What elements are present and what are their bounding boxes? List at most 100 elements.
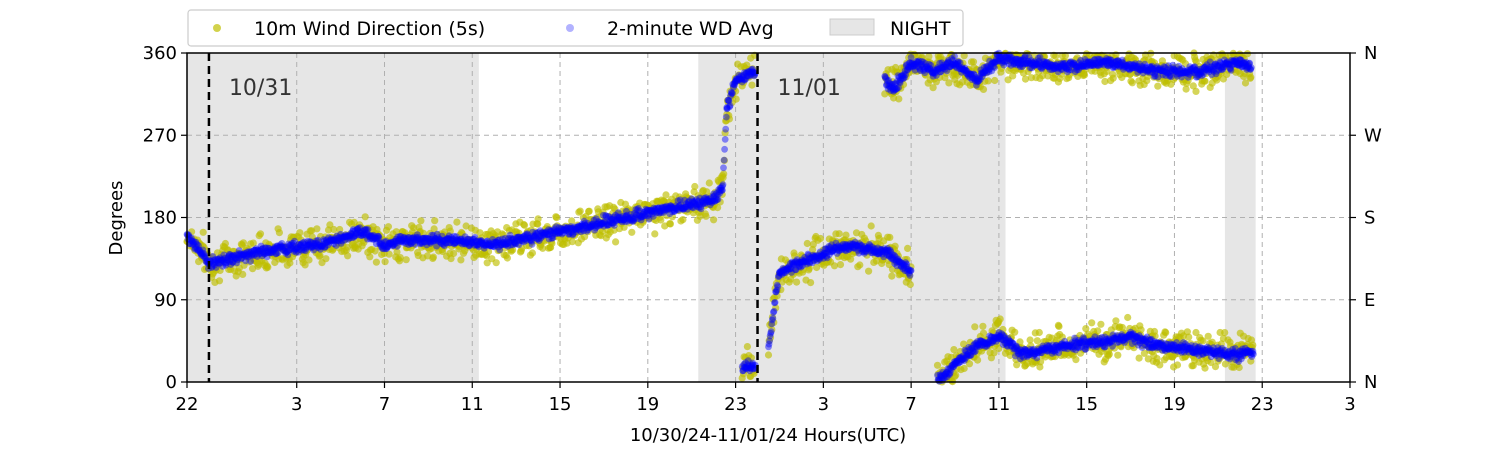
- series-0-point-327: [396, 254, 404, 262]
- series-0-point-225: [330, 225, 338, 234]
- series-0-point-740: [666, 220, 675, 228]
- series-0: [183, 49, 1257, 386]
- series-0-point-25: [199, 228, 207, 236]
- y-tick-label-2: 180: [143, 208, 177, 229]
- series-0-point-533: [531, 228, 539, 236]
- series-0-point-879: [743, 343, 752, 351]
- x-tick-label-11: 19: [1163, 394, 1186, 415]
- day-marker-label-1: 11/01: [778, 76, 841, 101]
- series-0-point-2026: [1162, 329, 1170, 337]
- series-0-point-2091: [1204, 332, 1212, 340]
- series-0-point-602: [576, 207, 584, 215]
- series-0-point-273: [361, 213, 369, 221]
- series-0-point-517: [520, 221, 529, 229]
- series-0-point-725: [657, 216, 665, 224]
- x-tick-label-7: 3: [818, 394, 829, 415]
- series-0-point-414: [453, 218, 461, 226]
- series-0-point-380: [431, 217, 439, 225]
- series-0-point-288: [371, 247, 379, 255]
- x-tick-label-4: 15: [549, 394, 572, 415]
- series-0-point-359: [417, 217, 425, 225]
- x-tick-label-0: 22: [176, 394, 199, 415]
- series-0-point-2116: [1221, 329, 1229, 337]
- series-0-point-1921: [1094, 327, 1102, 335]
- series-0-point-336: [402, 256, 410, 264]
- series-0-point-1745: [979, 322, 987, 330]
- x-tick-label-6: 23: [724, 394, 747, 415]
- series-1-point-986: [720, 156, 728, 164]
- series-0-point-1000: [835, 230, 843, 238]
- series-1-point-1076: [767, 328, 775, 335]
- series-0-point-1967: [1124, 313, 1132, 322]
- scatter-points: [183, 49, 1257, 386]
- series-1-point-332: [364, 226, 372, 233]
- series-0-point-280: [366, 253, 374, 261]
- series-0-point-224: [329, 245, 337, 253]
- series-0-point-2044: [1173, 361, 1182, 369]
- series-0-point-1110: [906, 280, 914, 289]
- series-0-point-993: [830, 262, 839, 270]
- series-0-point-971: [816, 234, 825, 243]
- series-0-point-304: [381, 258, 389, 266]
- series-1-point-985: [720, 164, 727, 172]
- series-0-point-1674: [1247, 73, 1255, 81]
- x-tick-label-5: 19: [636, 394, 659, 415]
- series-0-point-474: [492, 259, 500, 267]
- series-0-point-716: [651, 230, 659, 238]
- legend-avg-marker: [566, 24, 574, 32]
- x-tick-label-8: 7: [905, 394, 916, 415]
- series-0-point-460: [483, 259, 491, 267]
- y-right-tick-label-2: S: [1364, 208, 1375, 229]
- series-0-point-420: [457, 256, 465, 264]
- series-0-point-1265: [979, 85, 988, 93]
- series-0-point-1011: [842, 231, 850, 239]
- series-0-point-616: [585, 207, 593, 215]
- series-0-point-538: [534, 215, 542, 223]
- series-0-point-1050: [867, 222, 875, 230]
- series-0-point-158: [286, 259, 294, 267]
- x-tick-label-13: 3: [1344, 394, 1355, 415]
- series-0-point-1832: [1035, 328, 1043, 337]
- series-0-point-2159: [1249, 341, 1257, 349]
- series-0-point-1794: [1011, 328, 1019, 336]
- series-0-point-2138: [1235, 363, 1243, 372]
- legend: 10m Wind Direction (5s) 2-minute WD Avg …: [187, 9, 964, 47]
- y-tick-label-1: 90: [154, 290, 177, 311]
- series-0-point-102: [249, 239, 257, 247]
- y-right-tick-label-1: E: [1364, 290, 1375, 311]
- series-1-point-117: [247, 257, 255, 265]
- series-0-point-187: [305, 256, 313, 264]
- series-1-point-2018: [1247, 64, 1255, 71]
- series-0-point-251: [347, 232, 355, 240]
- series-0-point-86: [239, 270, 247, 278]
- series-1-point-2605: [1250, 350, 1257, 358]
- series-0-point-173: [296, 229, 304, 237]
- series-0-point-1939: [1105, 350, 1113, 358]
- series-1-point-1079: [769, 315, 777, 322]
- series-1-point-990: [722, 113, 730, 121]
- series-0-point-290: [372, 258, 380, 266]
- x-tick-label-9: 11: [987, 394, 1010, 415]
- series-0-point-310: [385, 250, 393, 258]
- series-0-point-322: [393, 248, 401, 256]
- series-0-point-1862: [1055, 322, 1063, 330]
- series-0-point-213: [322, 255, 330, 263]
- series-0-point-52: [217, 259, 225, 267]
- x-axis-title: 10/30/24-11/01/24 Hours(UTC): [630, 425, 906, 446]
- series-0-point-1134: [895, 95, 903, 103]
- series-1-point-998: [726, 102, 734, 109]
- series-0-point-1952: [1114, 351, 1122, 359]
- day-marker-label-0: 10/31: [229, 76, 292, 101]
- series-1-point-989: [722, 125, 730, 133]
- x-tick-label-12: 23: [1251, 394, 1274, 415]
- series-0-point-1079: [886, 233, 894, 241]
- series-0-point-537: [534, 220, 542, 228]
- series-0-point-1002: [836, 261, 845, 269]
- series-0-point-404: [446, 227, 454, 235]
- x-tick-label-2: 7: [379, 394, 390, 415]
- series-0-point-1737: [974, 356, 982, 364]
- series-0-point-681: [628, 228, 636, 236]
- series-0-point-2061: [1185, 333, 1193, 341]
- series-0-point-559: [548, 239, 556, 247]
- series-0-point-51: [216, 266, 224, 275]
